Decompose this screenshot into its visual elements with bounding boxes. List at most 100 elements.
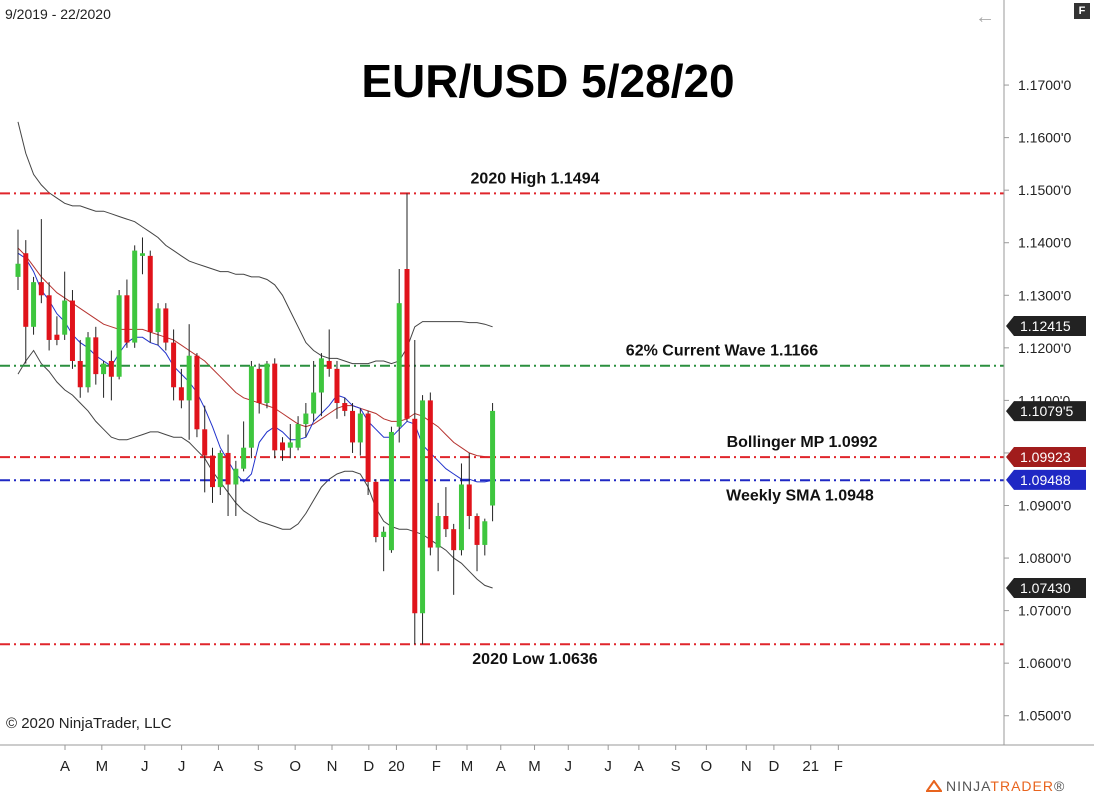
candle-body — [350, 410, 356, 443]
level-label: 62% Current Wave 1.1166 — [626, 343, 819, 360]
candle-body — [287, 442, 293, 448]
brand-logo: NINJATRADER® — [926, 778, 1065, 794]
x-tick-label: D — [363, 758, 374, 775]
back-arrow-icon[interactable]: ← — [975, 6, 995, 28]
candle-body — [15, 263, 21, 277]
y-tick-label: 1.1700'0 — [1018, 77, 1071, 93]
x-tick-label: D — [768, 758, 779, 775]
ninjatrader-logo-icon — [926, 780, 942, 792]
candle-body — [194, 355, 200, 430]
candle-body — [62, 300, 68, 335]
candle-body — [85, 337, 91, 388]
candle-body — [210, 455, 215, 488]
y-tick-label: 1.1400'0 — [1018, 235, 1071, 251]
candle-body — [31, 282, 37, 327]
candle-body — [318, 358, 324, 393]
x-axis: A M J J A S O N D 20 F M A M J J A S O N D 21 F — [60, 745, 843, 775]
bollinger-mid-line — [17, 247, 493, 458]
candle-body — [334, 368, 340, 404]
y-tick-label: 1.0800'0 — [1018, 550, 1071, 566]
candle-body — [482, 521, 488, 545]
x-tick-label: N — [741, 758, 752, 775]
price-tag — [1006, 446, 1086, 467]
candle-body — [248, 366, 254, 448]
y-tick-label: 1.0700'0 — [1018, 603, 1071, 619]
x-tick-label: F — [432, 758, 441, 775]
candle-body — [155, 308, 161, 333]
price-tag — [1006, 469, 1086, 490]
price-tag — [1006, 578, 1086, 599]
price-tag — [1006, 316, 1086, 337]
x-tick-label: J — [604, 758, 612, 775]
price-tag-label: 1.07430 — [1020, 580, 1071, 596]
candle-body — [373, 481, 379, 538]
x-tick-label: J — [178, 758, 186, 775]
x-tick-label: O — [701, 758, 713, 775]
candles — [15, 193, 496, 645]
candle-body — [147, 255, 153, 333]
x-tick-label: S — [671, 758, 681, 775]
candle-body — [474, 516, 480, 545]
price-tag-label: 1.12415 — [1020, 318, 1071, 334]
candle-body — [241, 447, 247, 469]
date-range: 9/2019 - 22/2020 — [5, 6, 111, 22]
candle-body — [272, 363, 278, 451]
y-tick-label: 1.0900'0 — [1018, 498, 1071, 514]
level-label: 2020 High 1.1494 — [471, 170, 600, 187]
candle-body — [342, 403, 348, 411]
candle-body — [256, 368, 262, 404]
x-tick-label: A — [60, 758, 70, 775]
candle-body — [38, 282, 44, 296]
level-label: Weekly SMA 1.0948 — [726, 487, 874, 504]
x-tick-label: A — [213, 758, 223, 775]
candle-body — [101, 363, 107, 375]
candle-body — [396, 303, 402, 427]
candle-body — [451, 529, 457, 551]
candle-body — [420, 400, 426, 614]
candle-body — [54, 334, 60, 340]
candle-body — [163, 308, 169, 343]
candle-body — [132, 250, 138, 343]
f-button[interactable]: F — [1074, 3, 1090, 19]
candle-body — [365, 413, 371, 482]
candle-body — [178, 387, 184, 401]
candle-body — [443, 516, 449, 530]
copyright: © 2020 NinjaTrader, LLC — [6, 715, 172, 732]
y-tick-label: 1.1500'0 — [1018, 182, 1071, 198]
x-tick-label: J — [565, 758, 573, 775]
candle-body — [326, 360, 332, 369]
candle-body — [357, 413, 363, 443]
x-tick-label: F — [834, 758, 843, 775]
candle-body — [280, 442, 286, 451]
candle-body — [264, 363, 270, 404]
price-tag-label: 1.09488 — [1020, 472, 1071, 488]
candle-body — [404, 269, 410, 419]
candle-body — [171, 342, 177, 388]
x-tick-label: O — [289, 758, 301, 775]
level-label: Bollinger MP 1.0992 — [727, 434, 878, 451]
x-tick-label: M — [461, 758, 474, 775]
y-axis: 1.0500'0 1.0600'0 1.0700'0 1.0800'0 1.0900'0… — [0, 0, 1094, 746]
x-tick-label: S — [253, 758, 263, 775]
candle-body — [225, 452, 231, 485]
x-tick-label: 21 — [802, 758, 819, 775]
candle-body — [311, 392, 317, 414]
candle-body — [466, 484, 472, 517]
y-tick-label: 1.1600'0 — [1018, 130, 1071, 146]
y-tick-label: 1.0500'0 — [1018, 708, 1071, 724]
candle-body — [23, 253, 29, 327]
candle-body — [108, 360, 114, 377]
price-tag-label: 1.1079'5 — [1020, 403, 1073, 419]
price-tag — [1006, 401, 1086, 422]
y-tick-label: 1.1200'0 — [1018, 340, 1071, 356]
candle-body — [427, 400, 433, 548]
candle-body — [458, 484, 464, 551]
candle-body — [77, 360, 83, 388]
candle-body — [116, 295, 122, 377]
candle-body — [139, 253, 145, 256]
x-tick-label: A — [634, 758, 644, 775]
price-tags: 1.12415 1.1079'5 1.09923 1.09488 1.07430 — [1006, 316, 1086, 599]
candle-body — [412, 418, 418, 614]
